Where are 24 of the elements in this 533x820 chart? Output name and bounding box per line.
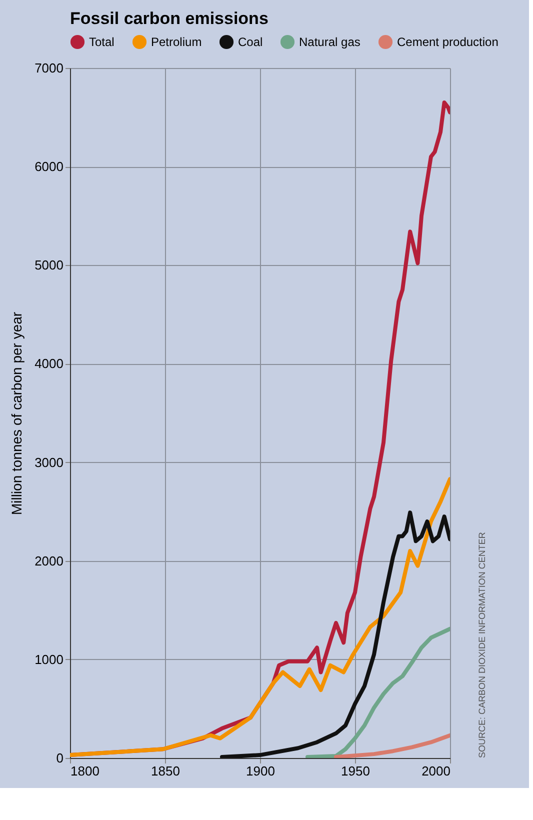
y-tick-label: 6000 xyxy=(34,159,64,174)
line-series xyxy=(220,510,450,758)
y-tick-label: 2000 xyxy=(34,553,64,568)
y-tick-label: 3000 xyxy=(34,454,64,470)
legend-label: Total xyxy=(89,34,114,49)
legend-label: Petrolium xyxy=(151,34,202,49)
y-tick-label: 5000 xyxy=(34,258,64,273)
x-tick-label: 1950 xyxy=(341,764,370,778)
line-series xyxy=(334,733,450,758)
legend-label: Coal xyxy=(238,34,263,49)
x-tick-label: 2000 xyxy=(422,764,450,778)
y-tick-label: 4000 xyxy=(34,356,64,372)
y-tick-label: 1000 xyxy=(34,652,64,667)
line-series xyxy=(306,626,450,758)
y-tick-label: 7000 xyxy=(34,60,64,76)
source-note: SOURCE: CARBON DIOXIDE INFORMATION CENTER xyxy=(477,532,487,758)
y-tick-label: 0 xyxy=(56,750,64,766)
x-tick-label: 1800 xyxy=(70,764,100,778)
legend-label: Cement production xyxy=(397,34,498,49)
x-tick-label: 1900 xyxy=(246,764,275,778)
y-axis-title: Million tonnes of carbon per year xyxy=(8,312,25,516)
chart-title: Fossil carbon emissions xyxy=(70,9,268,28)
legend-label: Natural gas xyxy=(299,34,360,49)
x-tick-label: 1850 xyxy=(151,764,180,778)
